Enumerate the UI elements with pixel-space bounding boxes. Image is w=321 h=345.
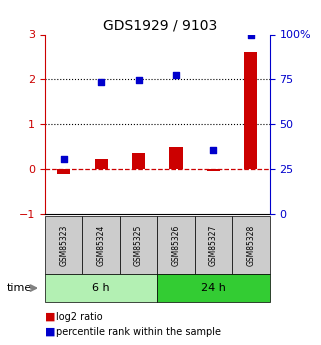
Bar [169,147,183,169]
Bar [132,153,145,169]
Bar [57,169,70,174]
Text: GSM85327: GSM85327 [209,224,218,266]
Text: percentile rank within the sample: percentile rank within the sample [56,327,221,337]
Text: GSM85324: GSM85324 [97,224,106,266]
Text: GSM85326: GSM85326 [171,224,180,266]
Text: GSM85323: GSM85323 [59,224,68,266]
Text: ■: ■ [45,312,56,322]
Text: GDS1929 / 9103: GDS1929 / 9103 [103,19,218,33]
Point [136,78,141,83]
Text: log2 ratio: log2 ratio [56,312,103,322]
Text: ■: ■ [45,327,56,337]
Bar [244,51,257,169]
Bar [207,169,220,171]
Text: GSM85328: GSM85328 [247,224,256,266]
Point [173,72,178,78]
Point [99,80,104,85]
Point [248,33,254,38]
Text: GSM85325: GSM85325 [134,224,143,266]
Text: 6 h: 6 h [92,283,110,293]
Point [211,147,216,153]
Bar [95,159,108,169]
Text: 24 h: 24 h [201,283,226,293]
Point [61,156,66,162]
Text: time: time [6,283,32,293]
